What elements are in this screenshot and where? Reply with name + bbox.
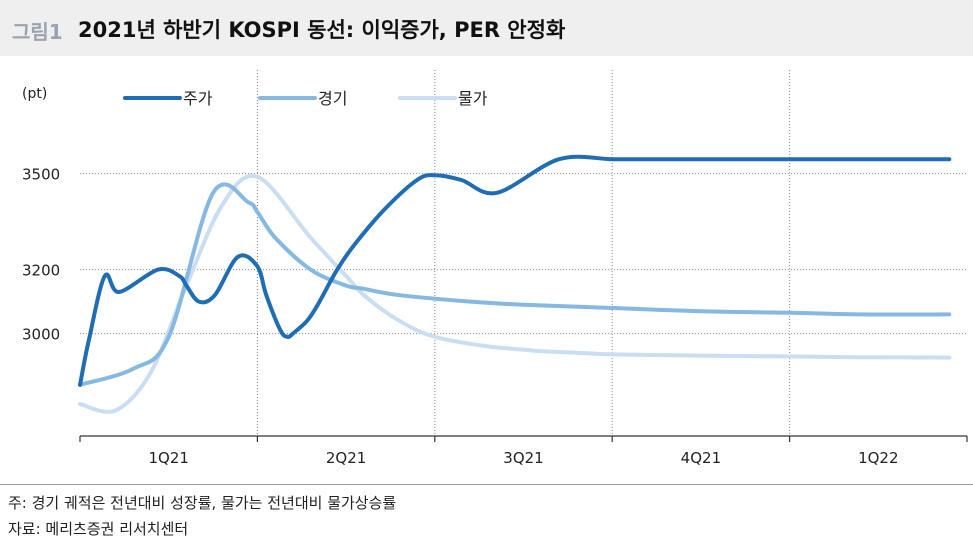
chart-title: 2021년 하반기 KOSPI 동선: 이익증가, PER 안정화: [78, 18, 566, 42]
legend-label-3: 물가: [458, 89, 488, 108]
legend-label-1: 주가: [183, 89, 213, 108]
series-line-3: [78, 173, 952, 414]
footnote: 주: 경기 궤적은 전년대비 성장률, 물가는 전년대비 물가상승률: [8, 494, 397, 512]
title-bar: 그림1 2021년 하반기 KOSPI 동선: 이익증가, PER 안정화: [0, 0, 973, 56]
y-tick-label: 3200: [22, 262, 60, 280]
figure-label: 그림1: [12, 20, 63, 44]
line-chart: 3500 3200 3000 1Q21 2Q21 3Q21 4Q21 1Q22 (pt) 주가 경기…: [22, 70, 968, 467]
y-tick-label: 3500: [22, 166, 60, 184]
series-line-2: [78, 182, 952, 387]
y-unit-label: (pt): [22, 86, 47, 102]
x-tick-label: 1Q21: [148, 449, 188, 467]
bottom-divider: [0, 484, 973, 485]
legend-label-2: 경기: [318, 89, 347, 108]
x-tick-label: 4Q21: [681, 449, 721, 467]
x-tick-label: 1Q22: [858, 449, 898, 467]
x-tick-label: 2Q21: [326, 449, 366, 467]
x-tick-label: 3Q21: [503, 449, 543, 467]
y-tick-label: 3000: [22, 326, 60, 344]
series-line-1: [78, 154, 952, 387]
source-note: 자료: 메리츠증권 리서치센터: [8, 520, 189, 538]
